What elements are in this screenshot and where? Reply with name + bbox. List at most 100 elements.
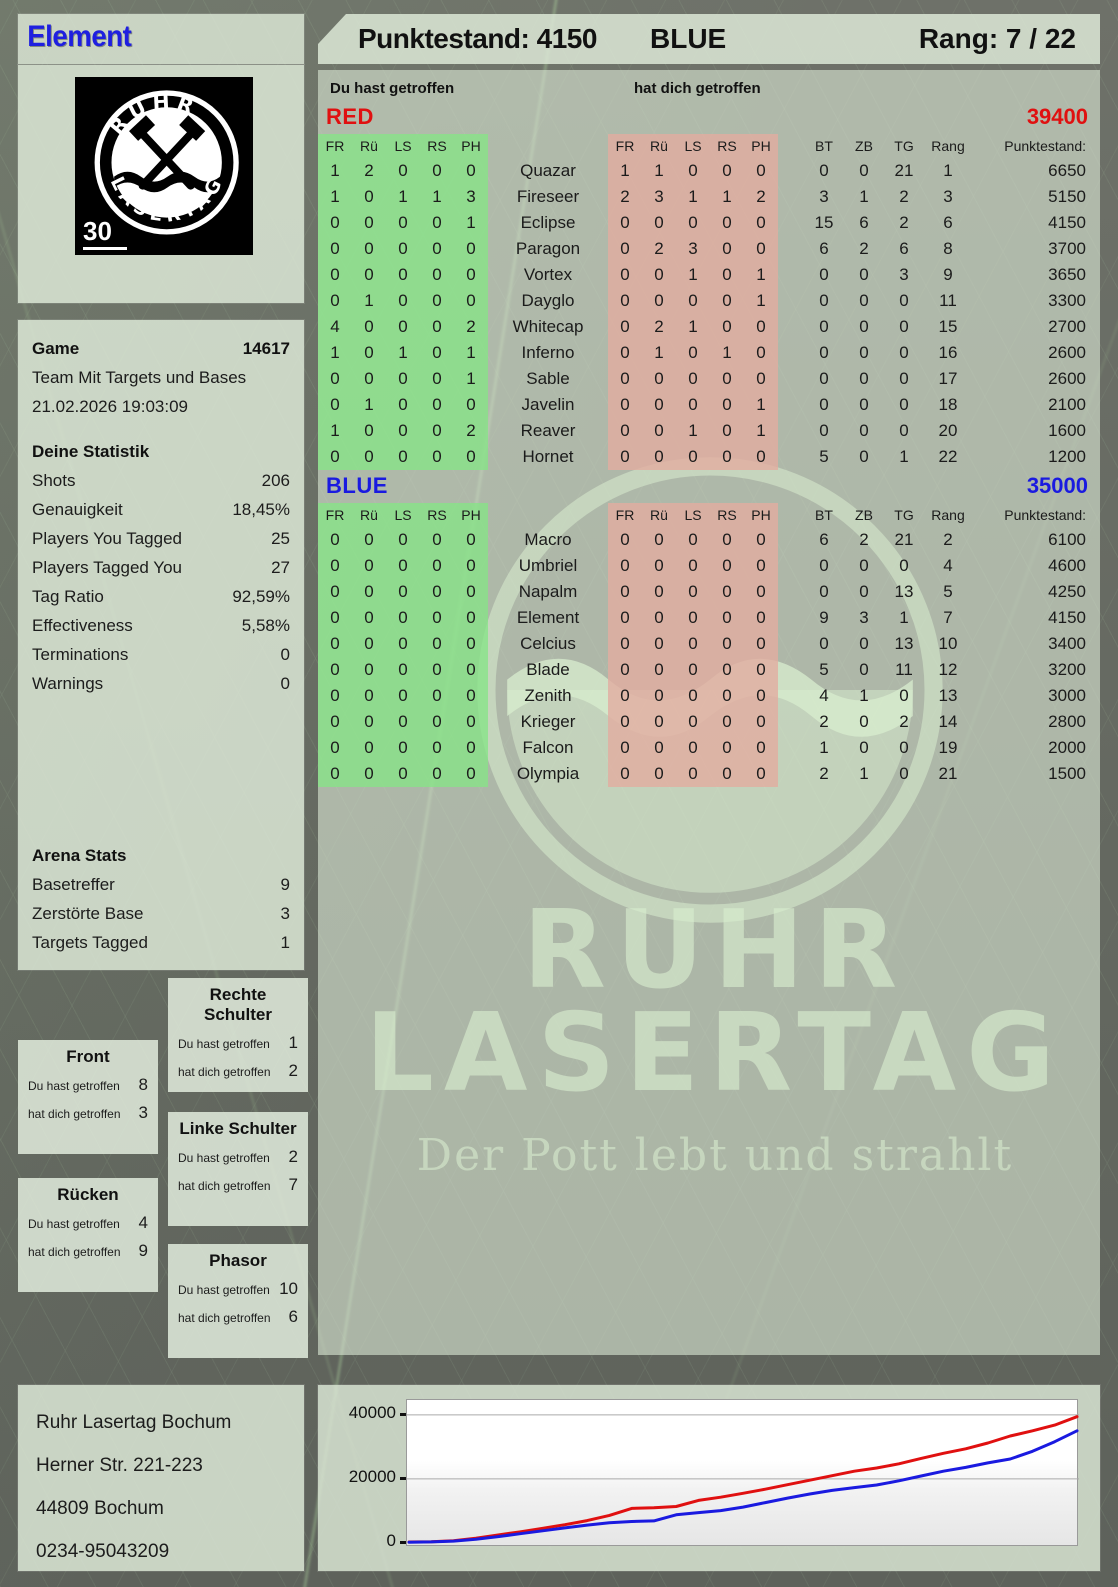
- scoreboard-panel: Du hast getroffen hat dich getroffen RED…: [318, 70, 1100, 1355]
- table-row: 0 0 0 0 1 Eclipse 0 0 0 0 0 15 6 2 6 4150: [318, 210, 1100, 236]
- cell-spacer: [778, 761, 804, 787]
- cell-you-tagged: 0: [352, 605, 386, 631]
- cell-spacer: [778, 605, 804, 631]
- cell-you-tagged: 1: [386, 184, 420, 210]
- hitzone-hit-label: Du hast getroffen: [28, 1079, 120, 1093]
- cell-player-name: Dayglo: [521, 291, 575, 310]
- cell-you-tagged: 0: [386, 709, 420, 735]
- stat-value: 92,59%: [232, 587, 290, 606]
- cell-tagged-you: 0: [744, 579, 778, 605]
- cell-you-tagged: 0: [352, 236, 386, 262]
- column-header: [488, 134, 608, 158]
- cell-you-tagged: 0: [352, 314, 386, 340]
- cell-you-tagged: 0: [386, 553, 420, 579]
- cell-zb: 0: [859, 634, 869, 653]
- cell-tagged-you: 0: [710, 262, 744, 288]
- cell-tagged-you: 0: [710, 392, 744, 418]
- cell-points: 3650: [1048, 265, 1086, 284]
- team-total-score: 39400: [1026, 104, 1088, 129]
- cell-you-tagged: 0: [318, 210, 352, 236]
- cell-you-tagged: 0: [454, 761, 488, 787]
- cell-you-tagged: 0: [352, 366, 386, 392]
- column-header: ZB: [855, 507, 873, 523]
- stat-row: Players Tagged You 27: [32, 553, 290, 582]
- cell-tagged-you: 0: [676, 366, 710, 392]
- hitzone-hit-value: 2: [288, 1147, 298, 1166]
- cell-you-tagged: 0: [386, 418, 420, 444]
- table-row: 0 0 0 0 0 Hornet 0 0 0 0 0 5 0 1 22 1200: [318, 444, 1100, 470]
- game-mode: Team Mit Targets und Bases: [32, 368, 247, 387]
- arena-row: Zerstörte Base 3: [32, 899, 290, 928]
- column-header: PH: [454, 503, 488, 527]
- column-header: FR: [608, 503, 642, 527]
- column-header: Punktestand:: [1004, 138, 1086, 154]
- hitzone-hurt-value: 6: [288, 1307, 298, 1326]
- hitzone-hurt-label: hat dich getroffen: [178, 1179, 271, 1193]
- cell-you-tagged: 0: [420, 210, 454, 236]
- cell-tagged-you: 0: [744, 210, 778, 236]
- cell-you-tagged: 0: [454, 288, 488, 314]
- game-info-panel: Game 14617 Team Mit Targets und Bases 21…: [18, 320, 304, 970]
- cell-you-tagged: 0: [318, 709, 352, 735]
- cell-player-name: Javelin: [521, 395, 575, 414]
- cell-spacer: [778, 683, 804, 709]
- cell-you-tagged: 0: [318, 392, 352, 418]
- cell-player-name: Krieger: [520, 712, 576, 731]
- cell-tagged-you: 0: [608, 262, 642, 288]
- cell-you-tagged: 0: [420, 657, 454, 683]
- cell-you-tagged: 0: [386, 236, 420, 262]
- cell-tagged-you: 0: [710, 657, 744, 683]
- cell-you-tagged: 1: [386, 340, 420, 366]
- cell-tagged-you: 0: [744, 735, 778, 761]
- table-row: 0 0 0 0 0 Napalm 0 0 0 0 0 0 0 13 5 4250: [318, 579, 1100, 605]
- cell-player-name: Vortex: [523, 265, 573, 284]
- cell-zb: 1: [859, 686, 869, 705]
- cell-spacer: [778, 709, 804, 735]
- cell-zb: 0: [859, 712, 869, 731]
- table-header-row: FR Rü LS RS PH FR Rü LS RS PH BT ZB TG Rang Punktestan…: [318, 134, 1100, 158]
- cell-you-tagged: 0: [352, 735, 386, 761]
- cell-spacer: [778, 184, 804, 210]
- cell-you-tagged: 0: [386, 444, 420, 470]
- cell-tagged-you: 0: [608, 314, 642, 340]
- cell-you-tagged: 0: [386, 158, 420, 184]
- cell-bt: 0: [819, 634, 829, 653]
- cell-rank: 10: [938, 634, 958, 653]
- cell-you-tagged: 0: [420, 418, 454, 444]
- cell-tg: 13: [894, 634, 914, 653]
- column-header: RS: [710, 503, 744, 527]
- cell-tagged-you: 0: [642, 631, 676, 657]
- table-row: 0 0 0 0 0 Element 0 0 0 0 0 9 3 1 7 4150: [318, 605, 1100, 631]
- cell-rank: 3: [943, 187, 953, 206]
- cell-tg: 3: [899, 265, 909, 284]
- chart-y-tick-label: 40000: [348, 1402, 396, 1422]
- cell-points: 2800: [1048, 712, 1086, 731]
- cell-player-name: Olympia: [516, 764, 580, 783]
- cell-zb: 2: [859, 239, 869, 258]
- column-header: BT: [815, 507, 833, 523]
- cell-spacer: [778, 735, 804, 761]
- cell-you-tagged: 0: [352, 657, 386, 683]
- cell-player-name: Blade: [526, 660, 570, 679]
- hitzone-title: Linke Schulter: [179, 1119, 297, 1138]
- table-row: 1 0 0 0 2 Reaver 0 0 1 0 1 0 0 0 20 1600: [318, 418, 1100, 444]
- stat-label: Players Tagged You: [32, 558, 182, 577]
- hitzone-title: Phasor: [209, 1251, 267, 1270]
- cell-you-tagged: 0: [352, 683, 386, 709]
- cell-tagged-you: 1: [676, 314, 710, 340]
- cell-you-tagged: 1: [420, 184, 454, 210]
- table-body: 0 0 0 0 0 Macro 0 0 0 0 0 6 2 21 2 6100 0 0 0 0 0 Umbriel 0 0 0 0…: [318, 527, 1100, 787]
- stat-value: 206: [261, 471, 290, 490]
- cell-tagged-you: 0: [744, 683, 778, 709]
- cell-points: 6650: [1048, 161, 1086, 180]
- table-body: 1 2 0 0 0 Quazar 1 1 0 0 0 0 0 21 1 6650 1 0 1 1 3 Fireseer 2 3…: [318, 158, 1100, 470]
- column-header: BT: [815, 138, 833, 154]
- cell-you-tagged: 0: [386, 657, 420, 683]
- cell-you-tagged: 1: [352, 392, 386, 418]
- cell-tagged-you: 0: [608, 657, 642, 683]
- rank-label: Rang: 7 / 22: [918, 23, 1076, 54]
- cell-player-name: Reaver: [520, 421, 576, 440]
- cell-zb: 0: [859, 582, 869, 601]
- cell-tagged-you: 0: [608, 444, 642, 470]
- arena-label: Basetreffer: [32, 875, 115, 894]
